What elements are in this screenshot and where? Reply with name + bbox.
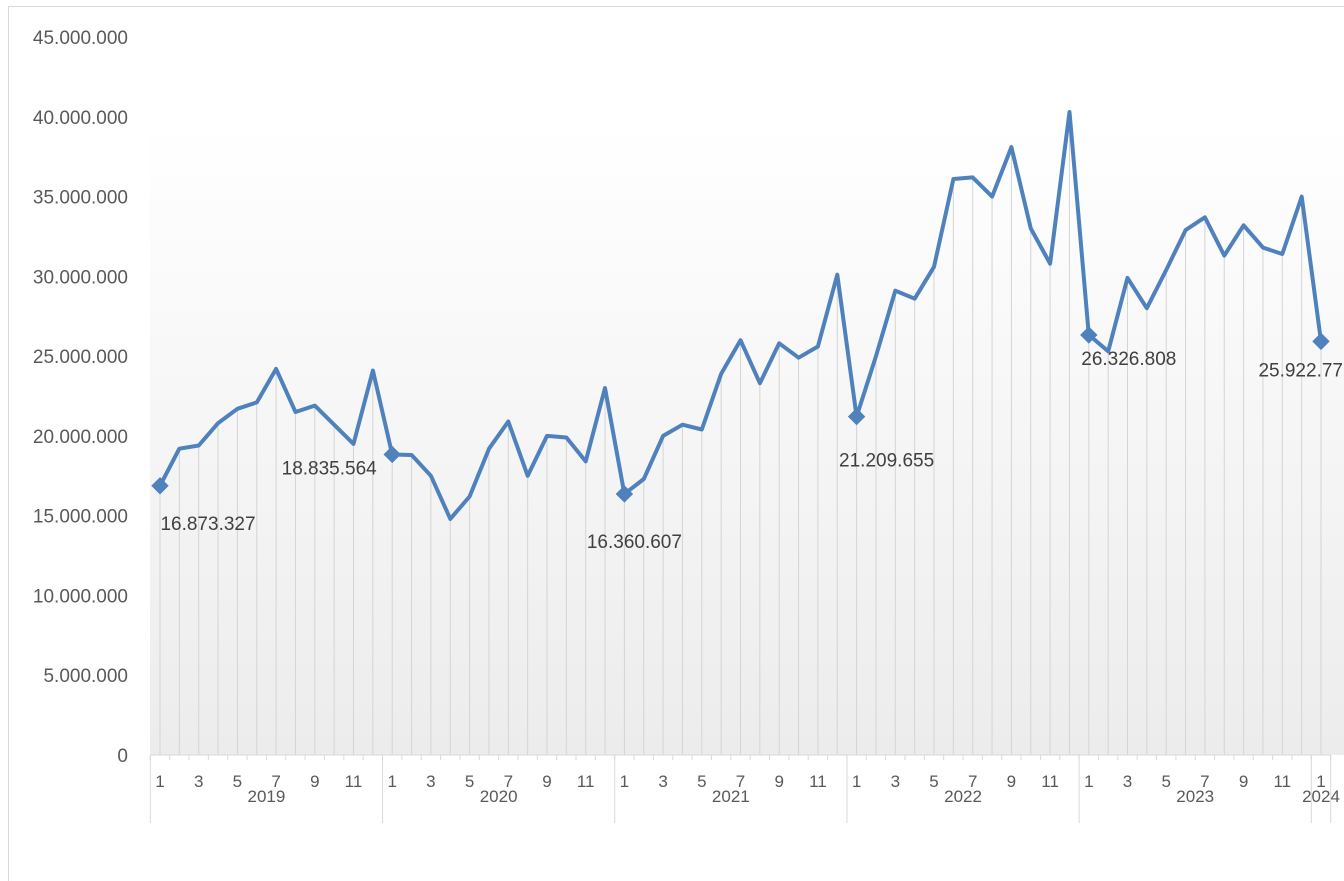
y-tick-label: 5.000.000 (43, 666, 128, 687)
plot-background (150, 120, 1344, 755)
x-month-label: 1 (387, 772, 396, 791)
x-year-label: 2024 (1302, 787, 1340, 806)
series-line (158, 110, 1323, 521)
y-tick-label: 30.000.000 (33, 267, 128, 288)
x-month-label: 11 (577, 772, 595, 791)
x-year-label: 2019 (248, 787, 286, 806)
x-month-label: 1 (1084, 772, 1093, 791)
x-year-label: 2020 (480, 787, 518, 806)
x-month-label: 7 (968, 772, 977, 791)
x-month-label: 7 (736, 772, 745, 791)
x-year-label: 2023 (1176, 787, 1214, 806)
x-month-label: 9 (542, 772, 551, 791)
x-month-label: 1 (620, 772, 629, 791)
x-month-label: 3 (658, 772, 667, 791)
x-month-label: 11 (1041, 772, 1059, 791)
x-month-label: 5 (1161, 772, 1170, 791)
x-month-label: 3 (426, 772, 435, 791)
x-month-label: 1 (1316, 772, 1325, 791)
y-tick-label: 15.000.000 (33, 507, 128, 528)
data-label: 26.326.808 (1081, 349, 1176, 370)
x-month-label: 7 (1200, 772, 1209, 791)
x-axis: 1 3 5 7 9 11 1 3 5 7 9 11 1 3 5 7 9 11 1 3 5 7 9 11 1 3 5 7 9 11 12019… (149, 754, 1340, 823)
x-month-label: 9 (1239, 772, 1248, 791)
data-label: 16.360.607 (587, 532, 682, 553)
data-label: 16.873.327 (160, 514, 255, 535)
y-tick-label: 35.000.000 (33, 188, 128, 209)
y-tick-label: 20.000.000 (33, 427, 128, 448)
data-point-marker (847, 407, 866, 426)
data-point-marker (383, 445, 401, 464)
x-month-label: 5 (233, 772, 242, 791)
x-year-label: 2022 (944, 787, 982, 806)
x-month-label: 1 (852, 772, 861, 791)
x-month-label: 9 (310, 772, 319, 791)
drop-lines (159, 111, 1322, 755)
x-month-label: 7 (271, 772, 280, 791)
x-month-label: 5 (465, 772, 474, 791)
data-label: 25.922.777 (1258, 360, 1344, 381)
data-label: 18.835.564 (282, 458, 378, 479)
x-month-label: 9 (774, 772, 783, 791)
data-point-marker (1312, 332, 1330, 351)
y-tick-label: 45.000.000 (33, 28, 128, 49)
series-polyline (158, 110, 1323, 521)
y-tick-label: 10.000.000 (33, 586, 128, 607)
data-point-marker (615, 485, 634, 503)
chart-frame (8, 6, 1344, 881)
x-year-label: 2021 (712, 787, 750, 806)
data-point-marker (1080, 326, 1098, 344)
y-tick-label: 40.000.000 (33, 108, 128, 129)
x-month-label: 5 (697, 772, 706, 791)
series-markers (151, 326, 1330, 503)
x-month-label: 3 (1123, 772, 1132, 791)
y-axis: 0 5.000.000 10.000.000 15.000.000 20.000.000… (33, 28, 128, 767)
x-month-label: 3 (891, 772, 900, 791)
x-month-label: 7 (504, 772, 513, 791)
x-month-label: 11 (345, 772, 363, 791)
y-tick-label: 0 (117, 746, 128, 767)
x-month-label: 11 (809, 772, 827, 791)
data-point-marker (151, 477, 169, 495)
x-month-label: 1 (155, 772, 164, 791)
x-month-label: 3 (194, 772, 203, 791)
x-month-label: 9 (1007, 772, 1016, 791)
x-month-label: 11 (1273, 772, 1291, 791)
data-label: 21.209.655 (839, 451, 934, 472)
data-labels: 16.873.327 18.835.564 16.360.607 21.209.655… (160, 349, 1344, 553)
y-tick-label: 25.000.000 (33, 347, 128, 368)
x-month-label: 5 (929, 772, 938, 791)
